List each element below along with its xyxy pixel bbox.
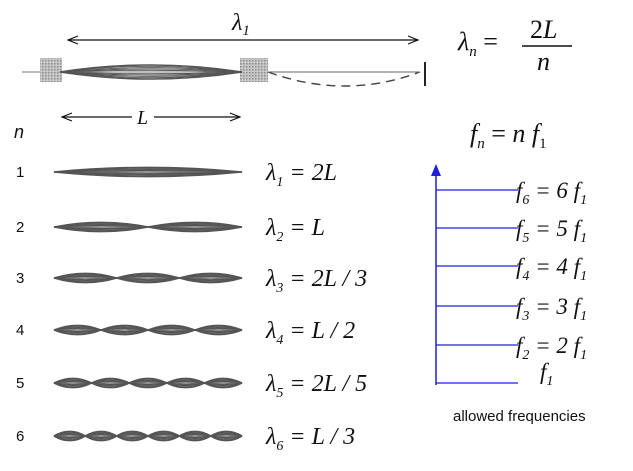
lambda1-dimension: λ1 [68, 10, 418, 40]
wavelength-label: λ1 = 2L [265, 160, 337, 190]
wavelength-label: λ5 = 2L / 5 [265, 371, 367, 401]
right-clamp [240, 58, 268, 82]
svg-text:fn = n f1: fn = n f1 [470, 119, 547, 152]
frequency-label: f2 = 2 f1 [516, 333, 587, 363]
ladder-arrow-icon [431, 164, 441, 176]
frequency-formula: fn = n f1 [470, 119, 547, 152]
frequency-label: f6 = 6 f1 [516, 178, 587, 208]
standing-wave [53, 272, 243, 284]
length-label: L [136, 107, 148, 129]
svg-text:n: n [537, 47, 550, 76]
svg-text:λn =: λn = [457, 27, 498, 60]
lambda1-label: λ1 [231, 10, 250, 39]
dashed-continuation [267, 71, 421, 87]
mode-row: 3 λ3 = 2L / 3 [16, 266, 367, 296]
left-clamp [40, 58, 62, 82]
wavelength-label: λ2 = L [265, 215, 325, 245]
mode-row: 5 λ5 = 2L / 5 [16, 371, 367, 401]
mode-number: 1 [16, 164, 24, 181]
fundamental-string [22, 58, 426, 87]
frequency-label: f3 = 3 f1 [516, 294, 587, 324]
wavelength-label: λ3 = 2L / 3 [265, 266, 367, 296]
modes-list: 1 λ1 = 2L 2 λ2 = L 3 λ3 = 2L / 3 4 λ4 = L / 2 5 λ… [16, 160, 367, 454]
frequency-label: f4 = 4 f1 [516, 254, 587, 284]
mode-number: 2 [16, 219, 24, 236]
frequency-label: f1 [540, 359, 553, 389]
mode-number: 5 [16, 375, 24, 392]
mode-row: 6 λ6 = L / 3 [16, 424, 355, 454]
standing-wave [53, 166, 243, 178]
wavelength-label: λ4 = L / 2 [265, 318, 355, 348]
mode-row: 4 λ4 = L / 2 [16, 318, 355, 348]
mode-row: 1 λ1 = 2L [16, 160, 337, 190]
wavelength-formula: λn = 2L n [457, 15, 572, 76]
standing-wave [53, 324, 243, 336]
wavelength-label: λ6 = L / 3 [265, 424, 355, 454]
mode-number: 6 [16, 428, 24, 445]
mode-row: 2 λ2 = L [16, 215, 325, 245]
standing-wave [53, 430, 243, 442]
frequencies-caption: allowed frequencies [453, 408, 586, 425]
standing-wave [53, 221, 243, 233]
mode-number: 3 [16, 270, 24, 287]
modes-header: n [14, 122, 24, 142]
top-loop [59, 64, 243, 80]
frequency-label: f5 = 5 f1 [516, 216, 587, 246]
length-dimension: L [62, 106, 240, 129]
svg-text:2L: 2L [530, 15, 557, 44]
standing-wave [53, 377, 243, 389]
mode-number: 4 [16, 322, 24, 339]
